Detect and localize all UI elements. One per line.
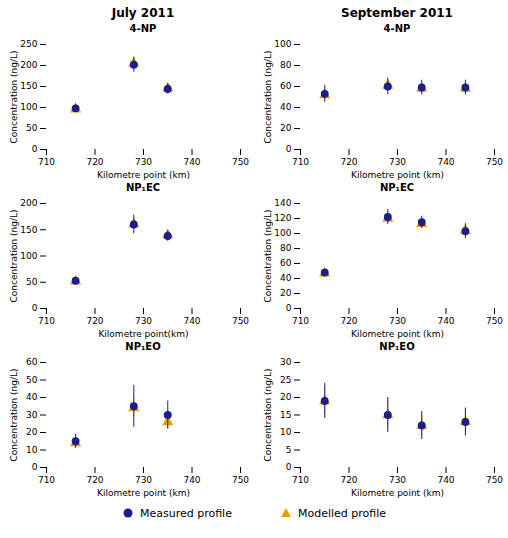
svg-text:730: 730 — [135, 157, 152, 167]
svg-text:150: 150 — [20, 225, 37, 235]
svg-text:0: 0 — [32, 462, 38, 472]
svg-text:5: 5 — [286, 445, 292, 455]
html-text:4-NP: 4-NP — [129, 23, 157, 34]
svg-text:Kilometre point (km): Kilometre point (km) — [351, 170, 444, 180]
svg-text:40: 40 — [280, 102, 292, 112]
svg-text:740: 740 — [183, 475, 200, 485]
svg-text:40: 40 — [280, 273, 292, 283]
svg-text:0: 0 — [32, 144, 38, 154]
svg-text:20: 20 — [280, 288, 292, 298]
svg-text:50: 50 — [26, 375, 38, 385]
svg-text:20: 20 — [26, 427, 38, 437]
svg-text:Concentration (ng/L): Concentration (ng/L) — [263, 368, 273, 461]
html-text:4-NP: 4-NP — [383, 23, 411, 34]
svg-text:720: 720 — [86, 157, 103, 167]
svg-text:740: 740 — [183, 157, 200, 167]
svg-text:730: 730 — [389, 316, 406, 326]
svg-text:720: 720 — [340, 316, 357, 326]
svg-text:60: 60 — [280, 258, 292, 268]
svg-text:740: 740 — [437, 475, 454, 485]
svg-text:25: 25 — [280, 375, 291, 385]
svg-text:730: 730 — [135, 316, 152, 326]
svg-text:740: 740 — [437, 316, 454, 326]
svg-text:Kilometre point (km): Kilometre point (km) — [351, 329, 444, 339]
svg-text:20: 20 — [280, 123, 292, 133]
svg-text:730: 730 — [389, 475, 406, 485]
svg-text:710: 710 — [38, 475, 55, 485]
svg-text:Kilometre point(km): Kilometre point(km) — [98, 329, 188, 339]
svg-text:200: 200 — [20, 60, 37, 70]
svg-text:10: 10 — [26, 445, 38, 455]
svg-text:0: 0 — [286, 303, 292, 313]
html-text:NP₁EC: NP₁EC — [125, 182, 161, 193]
svg-text:750: 750 — [232, 475, 249, 485]
svg-text:40: 40 — [26, 392, 38, 402]
svg-text:0: 0 — [32, 303, 38, 313]
svg-text:15: 15 — [280, 410, 291, 420]
svg-text:140: 140 — [274, 198, 291, 208]
svg-text:120: 120 — [274, 213, 291, 223]
html-text:July 2011: July 2011 — [111, 6, 175, 20]
svg-text:Kilometre point (km): Kilometre point (km) — [97, 170, 190, 180]
svg-text:100: 100 — [20, 251, 37, 261]
html-text:Modelled profile: Modelled profile — [298, 506, 386, 520]
svg-text:720: 720 — [86, 316, 103, 326]
html-text:September 2011: September 2011 — [341, 6, 453, 20]
svg-text:740: 740 — [183, 316, 200, 326]
svg-text:740: 740 — [437, 157, 454, 167]
svg-text:710: 710 — [38, 157, 55, 167]
svg-text:Concentration (ng/L): Concentration (ng/L) — [263, 209, 273, 302]
svg-text:0: 0 — [286, 462, 292, 472]
html-text:NP₁EO: NP₁EO — [125, 341, 161, 352]
svg-text:710: 710 — [292, 316, 309, 326]
svg-text:Kilometre point (km): Kilometre point (km) — [351, 488, 444, 498]
svg-text:30: 30 — [280, 357, 292, 367]
svg-text:20: 20 — [280, 392, 292, 402]
svg-text:Concentration (ng/L): Concentration (ng/L) — [9, 368, 19, 461]
svg-text:30: 30 — [26, 410, 38, 420]
svg-text:710: 710 — [292, 475, 309, 485]
svg-text:60: 60 — [26, 357, 38, 367]
svg-text:100: 100 — [274, 228, 291, 238]
svg-text:730: 730 — [135, 475, 152, 485]
svg-text:80: 80 — [280, 243, 292, 253]
svg-text:Kilometre point (km): Kilometre point (km) — [97, 488, 190, 498]
svg-text:200: 200 — [20, 198, 37, 208]
svg-text:Concentration (ng/L): Concentration (ng/L) — [263, 50, 273, 143]
svg-text:100: 100 — [274, 39, 291, 49]
svg-text:750: 750 — [486, 475, 503, 485]
svg-text:750: 750 — [232, 316, 249, 326]
svg-text:100: 100 — [20, 102, 37, 112]
svg-text:150: 150 — [20, 81, 37, 91]
svg-text:60: 60 — [280, 81, 292, 91]
svg-text:50: 50 — [26, 123, 38, 133]
svg-text:0: 0 — [286, 144, 292, 154]
svg-text:Concentration (ng/L): Concentration (ng/L) — [9, 50, 19, 143]
svg-text:720: 720 — [340, 475, 357, 485]
svg-text:50: 50 — [26, 277, 38, 287]
html-text:NP₁EO: NP₁EO — [379, 341, 415, 352]
svg-text:250: 250 — [20, 39, 37, 49]
svg-text:710: 710 — [38, 316, 55, 326]
svg-text:80: 80 — [280, 60, 292, 70]
svg-text:710: 710 — [292, 157, 309, 167]
html-text:NP₁EC: NP₁EC — [379, 182, 415, 193]
svg-text:750: 750 — [486, 316, 503, 326]
svg-text:750: 750 — [232, 157, 249, 167]
html-text:Measured profile: Measured profile — [140, 506, 232, 520]
svg-text:Concentration (ng/L): Concentration (ng/L) — [9, 209, 19, 302]
svg-text:720: 720 — [86, 475, 103, 485]
svg-text:10: 10 — [280, 427, 292, 437]
svg-text:730: 730 — [389, 157, 406, 167]
svg-text:750: 750 — [486, 157, 503, 167]
svg-text:720: 720 — [340, 157, 357, 167]
